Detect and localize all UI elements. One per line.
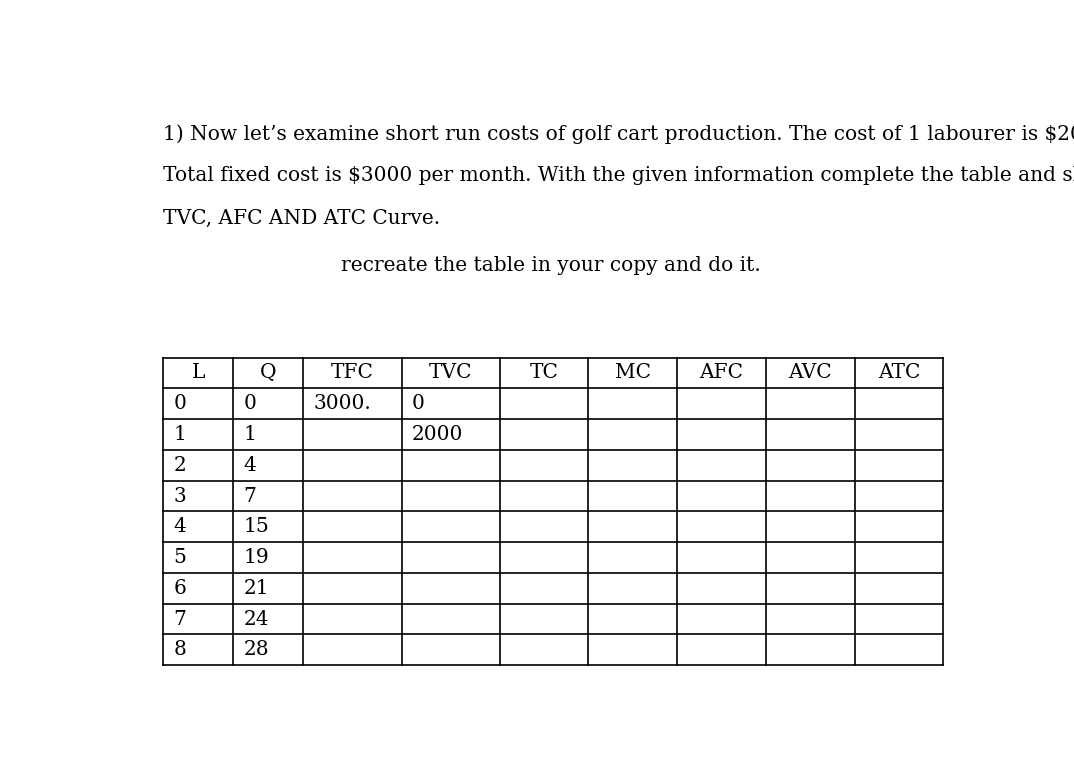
Text: 6: 6 (173, 579, 186, 598)
Text: 3: 3 (173, 487, 186, 506)
Text: TC: TC (529, 364, 558, 383)
Text: 4: 4 (244, 456, 257, 474)
Text: 7: 7 (173, 610, 186, 629)
Text: 0: 0 (411, 394, 424, 413)
Text: 1: 1 (244, 425, 257, 444)
Text: ATC: ATC (877, 364, 920, 383)
Text: 0: 0 (244, 394, 257, 413)
Text: 3000.: 3000. (314, 394, 372, 413)
Text: 19: 19 (244, 548, 270, 567)
Text: 2000: 2000 (411, 425, 463, 444)
Text: 0: 0 (173, 394, 186, 413)
Text: L: L (192, 364, 205, 383)
Text: TVC, AFC AND ATC Curve.: TVC, AFC AND ATC Curve. (163, 209, 440, 228)
Text: 28: 28 (244, 640, 270, 659)
Text: AFC: AFC (699, 364, 743, 383)
Text: Q: Q (260, 364, 277, 383)
Text: MC: MC (614, 364, 651, 383)
Text: 21: 21 (244, 579, 270, 598)
Text: TFC: TFC (331, 364, 374, 383)
Text: AVC: AVC (788, 364, 832, 383)
Text: Total fixed cost is $3000 per month. With the given information complete the tab: Total fixed cost is $3000 per month. Wit… (163, 167, 1074, 186)
Text: 1) Now let’s examine short run costs of golf cart production. The cost of 1 labo: 1) Now let’s examine short run costs of … (163, 124, 1074, 144)
Text: 5: 5 (173, 548, 186, 567)
Text: 2: 2 (173, 456, 186, 474)
Text: 1: 1 (173, 425, 186, 444)
Text: recreate the table in your copy and do it.: recreate the table in your copy and do i… (340, 257, 760, 275)
Text: 4: 4 (173, 517, 186, 536)
Text: TVC: TVC (429, 364, 473, 383)
Text: 8: 8 (173, 640, 186, 659)
Text: 15: 15 (244, 517, 270, 536)
Text: 7: 7 (244, 487, 257, 506)
Text: 24: 24 (244, 610, 268, 629)
